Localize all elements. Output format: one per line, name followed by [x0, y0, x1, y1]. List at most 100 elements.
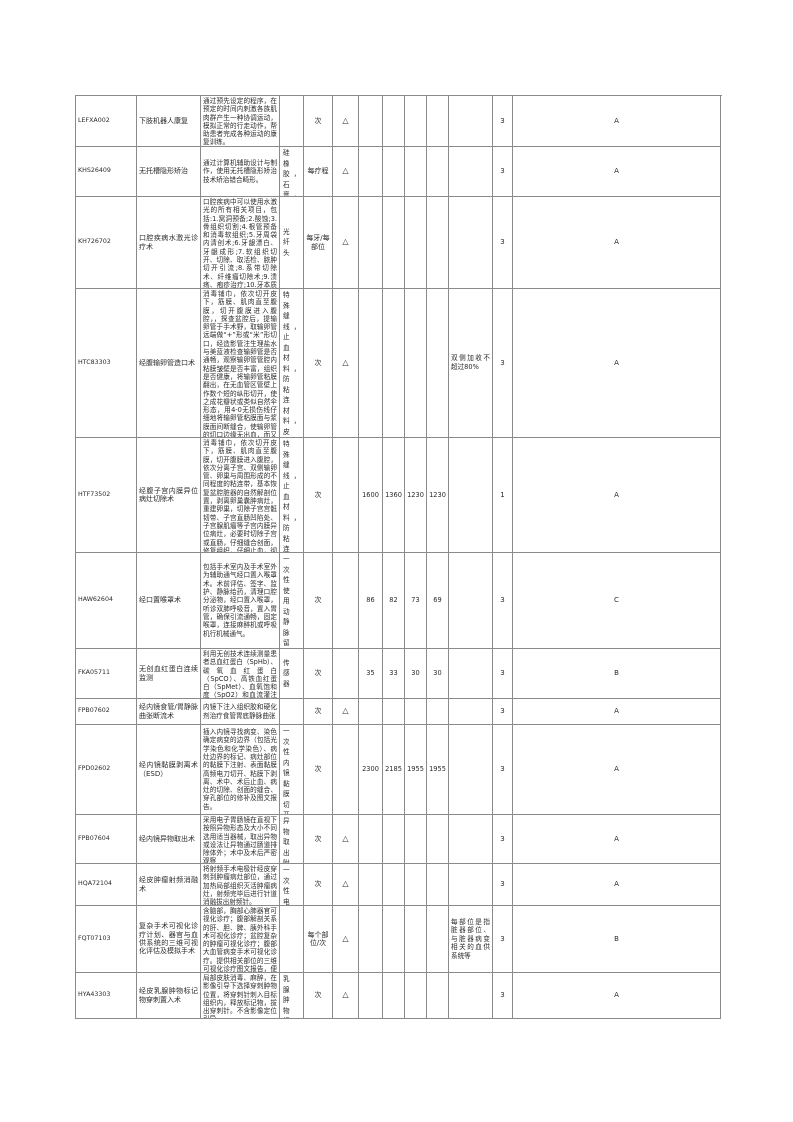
table-row: FPD02602 经内镜黏膜剥离术（ESD） 插入内镜寻找病变、染色确定病变的边…: [76, 725, 722, 815]
price-3: 30: [405, 649, 427, 699]
item-name: 经腹子宫内膜异位病灶切除术: [137, 438, 201, 553]
price-1: [359, 147, 383, 197]
item-name: 口腔疾病水激光诊疗术: [137, 197, 201, 289]
price-1: 35: [359, 649, 383, 699]
materials: 特殊缝线，止血材料，防粘连材料，皮肤胶: [280, 289, 304, 438]
price-1: [359, 96, 383, 147]
item-description: 采用电子胃肠镜在直视下按照异物形态及大小不同选用适当器械，取出异物或设法让异物通…: [201, 815, 280, 864]
price-1: [359, 906, 383, 973]
price-3: 1955: [405, 725, 427, 815]
flag-triangle: △: [333, 699, 359, 725]
item-code: HQA72104: [76, 864, 137, 906]
count: 3: [493, 96, 513, 147]
item-description: 消毒铺巾，依次切开皮下，筋膜、肌肉直至腹膜，切开腹膜进入腹腔，，探查盆腔后，提输…: [201, 289, 280, 438]
price-4: 1955: [427, 725, 449, 815]
item-name: 下肢机器人康复: [137, 96, 201, 147]
materials: 一次性使用动静脉留置针，电极，吸氧管，面罩: [280, 553, 304, 649]
price-4: [427, 864, 449, 906]
price-4: 1230: [427, 438, 449, 553]
grade: C: [513, 553, 721, 649]
item-description: 将射频手术电极针经皮穿刺到肿瘤病灶部位，通过加热局部组织灭活肿瘤病灶，射频完毕后…: [201, 864, 280, 906]
grade: A: [513, 699, 721, 725]
grade: A: [513, 289, 721, 438]
pricing-unit: 次: [304, 864, 333, 906]
item-name: 经皮乳腺肿物标记物穿刺置入术: [137, 973, 201, 1019]
item-code: FKA05711: [76, 649, 137, 699]
note: [449, 147, 493, 197]
count: 3: [493, 147, 513, 197]
note: [449, 864, 493, 906]
count: 3: [493, 815, 513, 864]
materials: 一次性内镜黏膜切开刀，高频止血钳，注射针: [280, 725, 304, 815]
price-2: 33: [383, 649, 405, 699]
count: 3: [493, 289, 513, 438]
note: [449, 699, 493, 725]
flag-triangle: [333, 725, 359, 815]
flag-triangle: △: [333, 973, 359, 1019]
table-row: KH726702 口腔疾病水激光诊疗术 口腔疾病中可以使用水激光的所有相关项目，…: [76, 197, 722, 289]
count: 3: [493, 197, 513, 289]
materials: [280, 96, 304, 147]
item-description: 包括手术室内及手术室外为辅助通气经口置入喉罩术。术前评估、签字、监护、静脉给药，…: [201, 553, 280, 649]
note: 每部位是指脏器部位、与脏器病变相关的血供系统等: [449, 906, 493, 973]
price-2: 82: [383, 553, 405, 649]
price-3: [405, 973, 427, 1019]
price-2: [383, 197, 405, 289]
item-code: FPD02602: [76, 725, 137, 815]
table-row: HTC83303 经腹输卵管造口术 消毒铺巾，依次切开皮下，筋膜、肌肉直至腹膜，…: [76, 289, 722, 438]
price-2: [383, 289, 405, 438]
item-description: 局部皮肤消毒、麻醉，在影像引导下选择穿刺肿物位置，将穿刺针刺入目标组织内，释放标…: [201, 973, 280, 1019]
materials: 光纤头: [280, 197, 304, 289]
grade: A: [513, 864, 721, 906]
price-2: [383, 973, 405, 1019]
count: 1: [493, 438, 513, 553]
materials: [280, 906, 304, 973]
pricing-unit: 次: [304, 973, 333, 1019]
grade: A: [513, 815, 721, 864]
price-3: [405, 815, 427, 864]
count: 3: [493, 553, 513, 649]
grade: A: [513, 973, 721, 1019]
pricing-unit: 每疗程: [304, 147, 333, 197]
materials: [280, 699, 304, 725]
price-2: [383, 147, 405, 197]
table-row: FPB07604 经内镜异物取出术 采用电子胃肠镜在直视下按照异物形态及大小不同…: [76, 815, 722, 864]
table-row: FPB07602 经内镜食管/胃静脉曲张断流术 内镜下注入组织胶和硬化剂治疗食管…: [76, 699, 722, 725]
table-row: HYA43303 经皮乳腺肿物标记物穿刺置入术 局部皮肤消毒、麻醉，在影像引导下…: [76, 973, 722, 1019]
price-1: [359, 864, 383, 906]
table-row: HQA72104 经皮肿瘤射频消融术 将射频手术电极针经皮穿刺到肿瘤病灶部位，通…: [76, 864, 722, 906]
price-1: 86: [359, 553, 383, 649]
price-3: [405, 289, 427, 438]
materials: 传感器: [280, 649, 304, 699]
price-4: [427, 973, 449, 1019]
note: 双侧加收不超过80%: [449, 289, 493, 438]
grade: A: [513, 197, 721, 289]
pricing-unit: 次: [304, 289, 333, 438]
table-row: HAW62604 经口置喉罩术 包括手术室内及手术室外为辅助通气经口置入喉罩术。…: [76, 553, 722, 649]
price-1: [359, 973, 383, 1019]
pricing-unit: 次: [304, 553, 333, 649]
price-1: [359, 197, 383, 289]
pricing-unit: 每牙/每部位: [304, 197, 333, 289]
table-row: FQT07103 复杂手术可视化诊疗计划、器官与血供系统的三维可视化评估及模拟手…: [76, 906, 722, 973]
flag-triangle: △: [333, 906, 359, 973]
table-row: LEFXA002 下肢机器人康复 通过预先设定的程序，在预定的时间内刺激各族肌肉…: [76, 96, 722, 147]
price-1: [359, 699, 383, 725]
price-2: [383, 906, 405, 973]
item-name: 复杂手术可视化诊疗计划、器官与血供系统的三维可视化评估及模拟手术: [137, 906, 201, 973]
pricing-unit: 次: [304, 725, 333, 815]
pricing-unit: 次: [304, 649, 333, 699]
price-2: [383, 864, 405, 906]
price-3: 73: [405, 553, 427, 649]
item-code: HTF73502: [76, 438, 137, 553]
price-2: [383, 699, 405, 725]
item-code: FPB07602: [76, 699, 137, 725]
price-2: 1360: [383, 438, 405, 553]
note: [449, 96, 493, 147]
price-3: [405, 864, 427, 906]
grade: A: [513, 96, 721, 147]
price-2: [383, 96, 405, 147]
count: 3: [493, 906, 513, 973]
materials: 硅橡胶，石膏，矫治器: [280, 147, 304, 197]
grade: A: [513, 438, 721, 553]
